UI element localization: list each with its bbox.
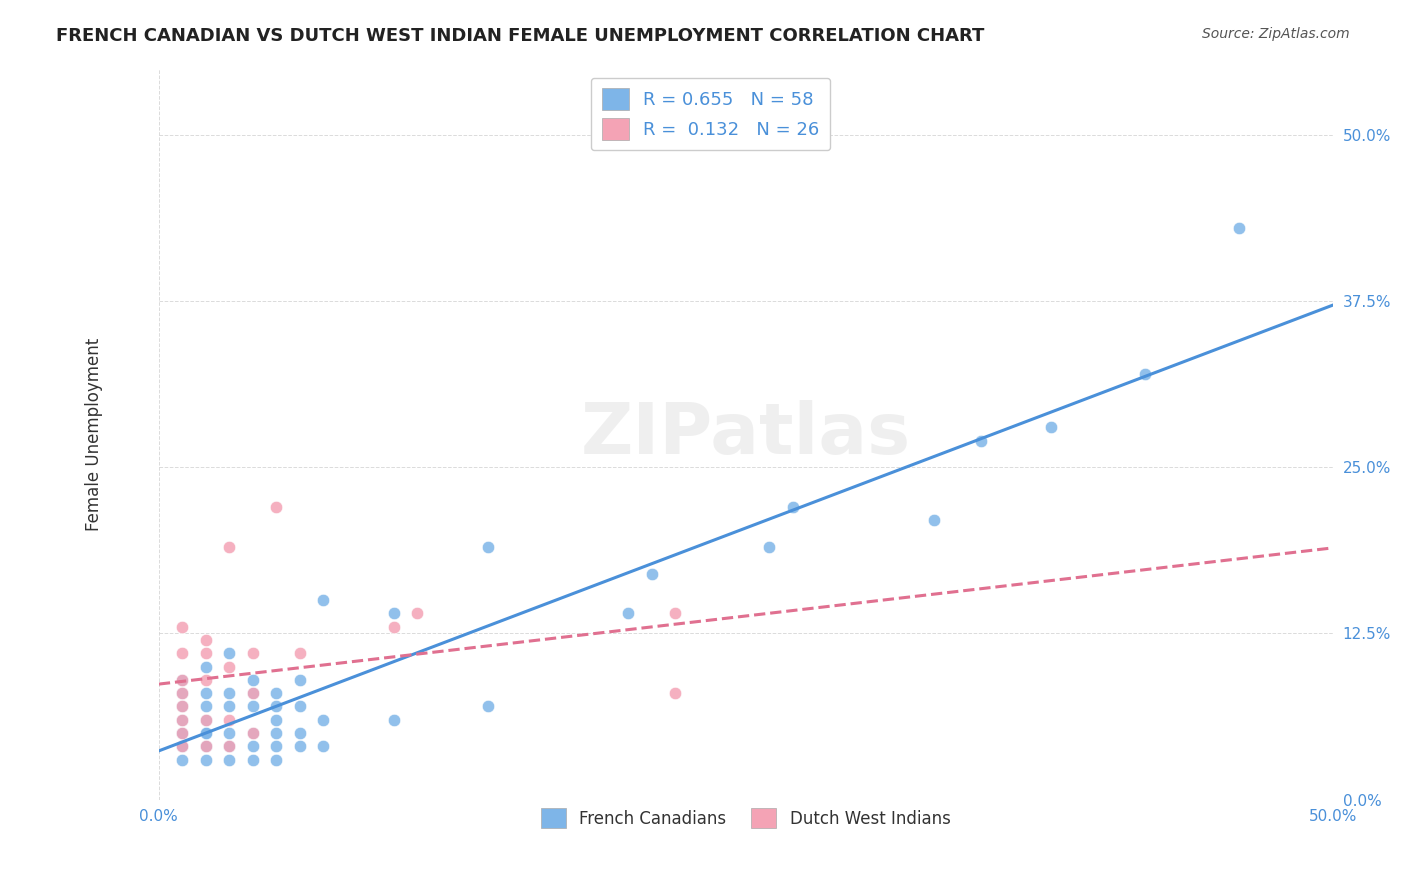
Point — [194, 753, 217, 767]
Text: ZIPatlas: ZIPatlas — [581, 400, 911, 468]
Point — [172, 726, 194, 740]
Point — [218, 713, 240, 727]
Point — [194, 713, 217, 727]
Point — [194, 633, 217, 648]
Point — [172, 713, 194, 727]
Point — [264, 726, 287, 740]
Point — [218, 686, 240, 700]
Point — [218, 753, 240, 767]
Point — [382, 620, 405, 634]
Point — [172, 686, 194, 700]
Point — [218, 540, 240, 554]
Point — [218, 739, 240, 754]
Point — [218, 739, 240, 754]
Point — [172, 726, 194, 740]
Point — [664, 607, 686, 621]
Point — [242, 739, 264, 754]
Point — [194, 699, 217, 714]
Point — [172, 686, 194, 700]
Point — [264, 713, 287, 727]
Point — [617, 607, 640, 621]
Point — [288, 726, 311, 740]
Point — [288, 646, 311, 660]
Point — [172, 739, 194, 754]
Point — [194, 686, 217, 700]
Point — [264, 753, 287, 767]
Point — [172, 753, 194, 767]
Point — [288, 699, 311, 714]
Point — [382, 713, 405, 727]
Point — [477, 540, 499, 554]
Point — [218, 699, 240, 714]
Point — [218, 646, 240, 660]
Point — [312, 593, 335, 607]
Point — [172, 739, 194, 754]
Point — [288, 739, 311, 754]
Point — [782, 500, 804, 515]
Point — [641, 566, 664, 581]
Point — [218, 739, 240, 754]
Point — [172, 713, 194, 727]
Point — [758, 540, 780, 554]
Text: FRENCH CANADIAN VS DUTCH WEST INDIAN FEMALE UNEMPLOYMENT CORRELATION CHART: FRENCH CANADIAN VS DUTCH WEST INDIAN FEM… — [56, 27, 984, 45]
Y-axis label: Female Unemployment: Female Unemployment — [86, 337, 103, 531]
Point — [172, 739, 194, 754]
Point — [242, 673, 264, 687]
Point — [242, 726, 264, 740]
Point — [288, 673, 311, 687]
Point — [218, 726, 240, 740]
Point — [969, 434, 991, 448]
Point — [312, 739, 335, 754]
Point — [172, 726, 194, 740]
Point — [194, 659, 217, 673]
Point — [264, 686, 287, 700]
Point — [194, 726, 217, 740]
Point — [172, 646, 194, 660]
Point — [172, 673, 194, 687]
Point — [242, 646, 264, 660]
Legend: French Canadians, Dutch West Indians: French Canadians, Dutch West Indians — [534, 801, 957, 835]
Point — [922, 513, 945, 527]
Point — [1227, 221, 1250, 235]
Point — [172, 739, 194, 754]
Point — [194, 739, 217, 754]
Point — [194, 739, 217, 754]
Point — [664, 686, 686, 700]
Point — [218, 659, 240, 673]
Point — [312, 713, 335, 727]
Point — [172, 673, 194, 687]
Point — [194, 713, 217, 727]
Point — [194, 673, 217, 687]
Point — [242, 686, 264, 700]
Point — [194, 739, 217, 754]
Point — [1040, 420, 1063, 434]
Point — [264, 500, 287, 515]
Point — [477, 699, 499, 714]
Point — [242, 686, 264, 700]
Point — [242, 699, 264, 714]
Point — [194, 726, 217, 740]
Point — [242, 726, 264, 740]
Point — [1133, 368, 1156, 382]
Point — [172, 620, 194, 634]
Point — [172, 699, 194, 714]
Point — [264, 699, 287, 714]
Point — [172, 699, 194, 714]
Point — [264, 739, 287, 754]
Point — [382, 607, 405, 621]
Point — [242, 753, 264, 767]
Point — [194, 646, 217, 660]
Text: Source: ZipAtlas.com: Source: ZipAtlas.com — [1202, 27, 1350, 41]
Point — [406, 607, 429, 621]
